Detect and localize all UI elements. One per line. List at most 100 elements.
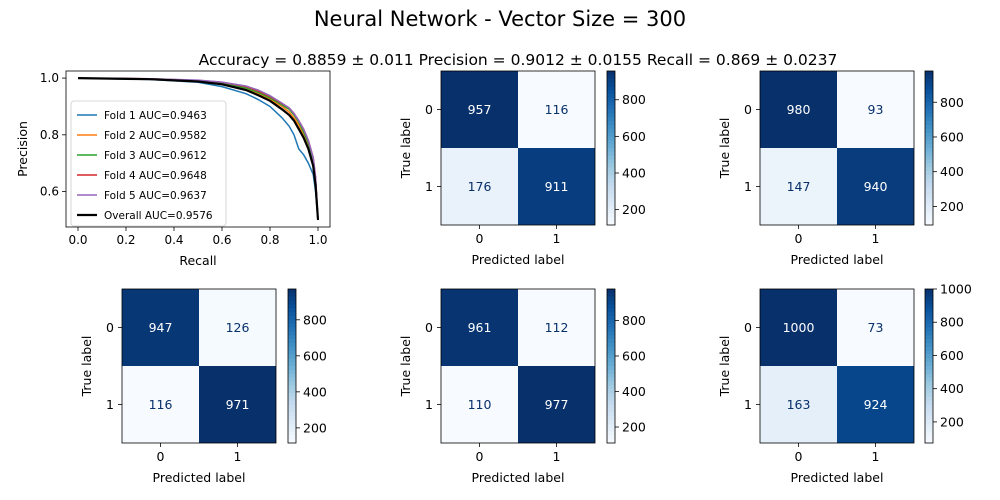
pr-legend-label: Fold 2 AUC=0.9582: [104, 130, 207, 142]
cm-colorbar-segment: [288, 377, 296, 382]
cm-colorbar: [606, 288, 616, 444]
cm-colorbar-segment: [607, 186, 615, 191]
cm-colorbar-segment: [288, 312, 296, 317]
cm-colorbar-segment: [925, 167, 933, 172]
cm-colorbar-segment: [925, 151, 933, 157]
cm-colorbar-segment: [607, 427, 615, 433]
cm-y-tick-label: 0: [425, 102, 433, 117]
cm-colorbar-segment: [607, 201, 615, 207]
cm-colorbar-segment: [607, 431, 615, 436]
cm-cell-value: 1000: [783, 320, 815, 335]
cm-colorbar: [606, 70, 616, 226]
cm-colorbar-segment: [607, 155, 615, 161]
cm-cell-value: 176: [468, 179, 492, 194]
cm-colorbar-segment: [607, 151, 615, 157]
cm-colorbar-segment: [925, 362, 933, 367]
cm-colorbar-segment: [925, 201, 933, 207]
cm-colorbar-segment: [925, 327, 933, 332]
cm-colorbar-segment: [607, 171, 615, 176]
cm-x-tick-label: 0: [476, 231, 484, 246]
cm-colorbar-segment: [925, 431, 933, 436]
cm-colorbar-segment: [607, 389, 615, 394]
cm-colorbar: [924, 288, 934, 444]
cm-y-tick-label: 0: [744, 102, 752, 117]
cm-colorbar-segment: [607, 339, 615, 344]
cm-colorbar-segment: [288, 292, 296, 298]
cm-colorbar-segment: [925, 113, 933, 118]
cm-colorbar-segment: [607, 416, 615, 421]
cm-cell: [441, 148, 518, 225]
cm-colorbar-segment: [607, 136, 615, 141]
cm-colorbar-segment: [288, 373, 296, 379]
cm-colorbar-segment: [288, 308, 296, 313]
pr-y-tick-label: 1.0: [40, 71, 59, 85]
cm-colorbar-segment: [925, 163, 933, 168]
cm-colorbar-segment: [288, 366, 296, 371]
cm-colorbar-segment: [288, 319, 296, 325]
cm-x-tick-label: 1: [553, 231, 561, 246]
cm-colorbar-segment: [607, 400, 615, 406]
pr-series-line-5: [77, 77, 319, 220]
cm-colorbar-segment: [607, 354, 615, 359]
cm-colorbar-segment: [607, 128, 615, 134]
cm-colorbar-segment: [288, 396, 296, 402]
cm-colorbar-segment: [607, 109, 615, 114]
cm-colorbar-segment: [288, 289, 296, 294]
cm-colorbar-segment: [925, 342, 933, 348]
cm-colorbar-segment: [925, 427, 933, 433]
cm-colorbar-segment: [288, 392, 296, 398]
cm-colorbar-segment: [607, 385, 615, 390]
cm-colorbar-segment: [607, 296, 615, 302]
cm-colorbar-segment: [925, 90, 933, 95]
cm-cell: [518, 366, 595, 443]
cm-colorbar-segment: [925, 182, 933, 188]
pr-y-axis-label: Precision: [15, 121, 30, 177]
cm-colorbar-segment: [925, 308, 933, 313]
cm-colorbar-tick-label: 800: [303, 312, 327, 327]
cm-colorbar-segment: [925, 71, 933, 76]
cm-colorbar-tick-label: 600: [622, 348, 646, 363]
cm-colorbar-segment: [607, 148, 615, 153]
cm-colorbar-segment: [607, 140, 615, 145]
cm-cell-value: 116: [149, 397, 173, 412]
cm-colorbar-tick-label: 400: [622, 384, 646, 399]
cm-colorbar-segment: [288, 358, 296, 363]
cm-colorbar-segment: [288, 350, 296, 356]
cm-colorbar-segment: [607, 342, 615, 348]
pr-x-tick-label: 1.0: [308, 233, 327, 247]
confusion-matrix-4: 961 112 110 977 0 1 0 1 Predicted label True labe…: [398, 288, 646, 485]
cm-colorbar-segment: [925, 105, 933, 111]
cm-colorbar-segment: [925, 389, 933, 394]
cm-colorbar-segment: [925, 109, 933, 114]
cm-colorbar-segment: [607, 350, 615, 356]
cm-colorbar-segment: [288, 327, 296, 332]
cm-colorbar-segment: [288, 389, 296, 394]
pr-x-tick-label: 0.8: [260, 233, 279, 247]
pr-legend-label: Fold 1 AUC=0.9463: [104, 110, 207, 122]
cm-colorbar-segment: [288, 419, 296, 425]
cm-colorbar-segment: [607, 396, 615, 402]
cm-colorbar-segment: [288, 362, 296, 367]
pr-y-tick-label: 0.8: [40, 128, 59, 142]
cm-colorbar-segment: [925, 396, 933, 402]
cm-colorbar-segment: [925, 82, 933, 87]
cm-colorbar-tick-label: 200: [622, 202, 646, 217]
cm-x-tick-label: 0: [795, 231, 803, 246]
cm-colorbar-segment: [288, 431, 296, 436]
cm-colorbar-segment: [607, 167, 615, 172]
cm-colorbar-segment: [607, 300, 615, 305]
cm-colorbar-segment: [288, 385, 296, 390]
cm-colorbar-segment: [607, 373, 615, 379]
cm-y-tick-label: 1: [425, 179, 433, 194]
cm-x-axis-label: Predicted label: [153, 470, 246, 485]
cm-cell-value: 73: [868, 320, 884, 335]
cm-cell-value: 924: [864, 397, 888, 412]
cm-colorbar-segment: [925, 350, 933, 356]
cm-colorbar-segment: [925, 78, 933, 84]
cm-colorbar-segment: [288, 296, 296, 302]
cm-colorbar-tick-label: 400: [622, 165, 646, 180]
cm-cell-value: 110: [468, 397, 492, 412]
cm-colorbar-segment: [925, 335, 933, 340]
cm-colorbar-segment: [607, 117, 615, 122]
cm-colorbar-segment: [925, 377, 933, 382]
